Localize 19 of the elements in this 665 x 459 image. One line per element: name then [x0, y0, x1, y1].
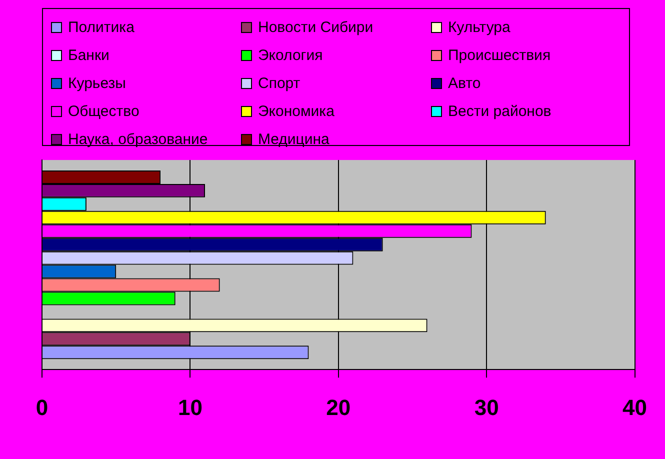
- legend-label: Вести районов: [448, 102, 552, 120]
- legend-label: Наука, образование: [68, 130, 208, 148]
- x-tick-label: 20: [326, 394, 351, 420]
- x-tick-label: 40: [622, 394, 648, 420]
- legend-label: Медицина: [258, 130, 330, 148]
- legend-label: Культура: [448, 18, 510, 36]
- legend-label: Общество: [68, 102, 140, 120]
- x-tick-label: 10: [178, 394, 202, 420]
- x-tick-label: 30: [474, 394, 499, 420]
- legend-label: Спорт: [258, 74, 300, 92]
- legend-label: Новости Сибири: [258, 18, 374, 36]
- legend-label: Экология: [258, 46, 323, 64]
- x-tick-label: 0: [36, 394, 48, 420]
- legend-label: Курьезы: [68, 74, 126, 92]
- legend-label: Экономика: [258, 102, 334, 120]
- legend-label: Авто: [448, 74, 481, 92]
- legend-label: Политика: [68, 18, 134, 36]
- legend-label: Происшествия: [448, 46, 551, 64]
- legend-label: Банки: [68, 46, 110, 64]
